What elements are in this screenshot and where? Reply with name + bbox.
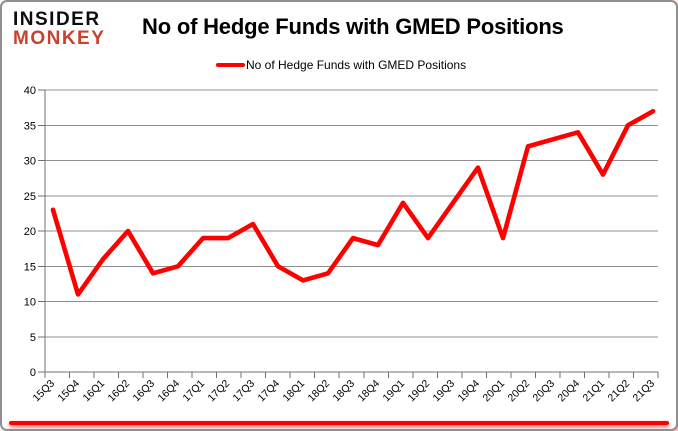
- y-tick-label: 35: [24, 120, 36, 132]
- x-tick-label: 17Q4: [255, 378, 282, 405]
- x-tick-label: 21Q3: [630, 378, 657, 405]
- y-tick-label: 20: [24, 226, 36, 238]
- x-tick-label: 17Q1: [180, 378, 207, 405]
- x-tick-label: 18Q4: [355, 378, 382, 405]
- bottom-red-bar: [9, 421, 669, 425]
- y-tick-label: 10: [24, 297, 36, 309]
- legend: No of Hedge Funds with GMED Positions: [216, 58, 466, 72]
- x-tick-label: 15Q3: [30, 378, 57, 405]
- x-tick-label: 20Q1: [480, 378, 507, 405]
- y-tick-label: 5: [30, 332, 36, 344]
- x-tick-label: 16Q4: [155, 378, 182, 405]
- x-tick-label: 20Q2: [505, 378, 532, 405]
- data-line: [50, 108, 656, 297]
- x-tick-label: 19Q4: [455, 378, 482, 405]
- insider-monkey-logo: INSIDER MONKEY: [13, 9, 106, 49]
- legend-label: No of Hedge Funds with GMED Positions: [246, 58, 467, 72]
- x-tick-label: 17Q3: [230, 378, 257, 405]
- x-tick-label: 19Q2: [405, 378, 432, 405]
- x-tick-label: 18Q3: [330, 378, 357, 405]
- x-tick-label: 20Q4: [555, 378, 582, 405]
- x-tick-label: 16Q2: [105, 378, 132, 405]
- y-tick-label: 15: [24, 261, 36, 273]
- x-tick-label: 18Q1: [280, 378, 307, 405]
- y-tick-label: 40: [24, 85, 36, 97]
- x-tick-label: 19Q3: [430, 378, 457, 405]
- y-tick-label: 30: [24, 156, 36, 168]
- legend-line-marker: [216, 63, 245, 67]
- x-tick-label: 20Q3: [530, 378, 557, 405]
- x-tick-label: 16Q3: [130, 378, 157, 405]
- y-tick-label: 0: [30, 367, 36, 379]
- y-tick-label: 25: [24, 191, 36, 203]
- x-tick-label: 19Q1: [380, 378, 407, 405]
- x-tick-label: 15Q4: [55, 378, 82, 405]
- x-tick-label: 21Q2: [605, 378, 632, 405]
- logo-text-monkey: MONKEY: [13, 27, 106, 49]
- x-tick-label: 17Q2: [205, 378, 232, 405]
- x-tick-label: 16Q1: [80, 378, 107, 405]
- x-tick-label: 18Q2: [305, 378, 332, 405]
- chart-title: No of Hedge Funds with GMED Positions: [142, 14, 564, 39]
- logo-text-insider: INSIDER: [13, 9, 101, 30]
- x-tick-label: 21Q1: [580, 378, 607, 405]
